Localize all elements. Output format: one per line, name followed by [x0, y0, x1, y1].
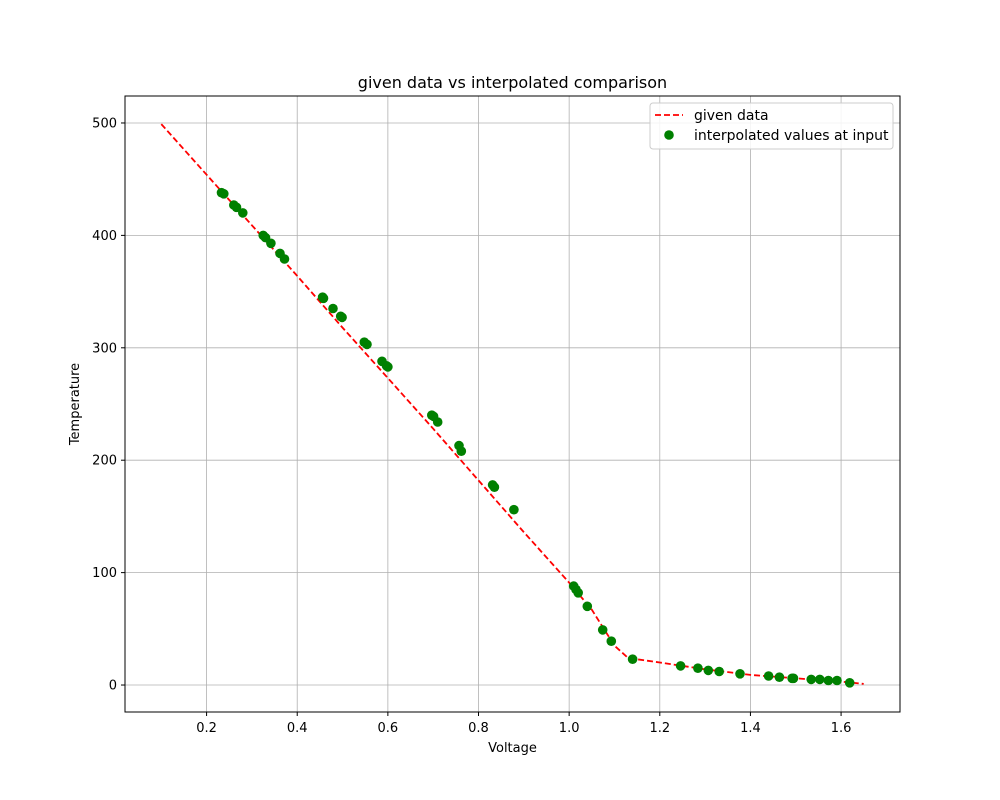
- interpolated-point: [597, 625, 608, 635]
- y-tick-label: 500: [92, 116, 117, 131]
- interpolated-point: [219, 189, 229, 199]
- x-tick-label: 0.6: [378, 721, 399, 736]
- interpolated-point: [362, 339, 372, 350]
- interpolated-point: [489, 482, 500, 493]
- y-tick-label: 400: [92, 229, 117, 244]
- interpolated-point: [806, 674, 816, 685]
- interpolated-point: [693, 663, 703, 673]
- interpolated-point: [279, 254, 290, 264]
- y-tick-label: 300: [92, 341, 117, 356]
- legend-label-interpolated: interpolated values at input: [694, 128, 889, 144]
- interpolated-point: [703, 665, 714, 676]
- interpolated-point: [337, 312, 347, 323]
- interpolated-point: [328, 303, 338, 314]
- legend-box: [649, 102, 894, 150]
- interpolated-point: [823, 675, 834, 686]
- chart-title: given data vs interpolated comparison: [358, 73, 667, 92]
- interpolated-point: [774, 672, 785, 682]
- given-data-line: [160, 123, 864, 685]
- interpolated-point: [238, 208, 248, 218]
- interpolated-point: [509, 504, 519, 515]
- series-layer: [160, 123, 864, 688]
- x-tick-label: 1.0: [559, 721, 580, 736]
- y-tick-label: 100: [92, 566, 117, 581]
- interpolated-point: [735, 669, 745, 679]
- interpolated-point: [815, 674, 825, 685]
- grid-layer: [125, 96, 900, 712]
- interpolated-point: [456, 446, 467, 457]
- x-tick-label: 0.4: [287, 721, 308, 736]
- legend-label-given-data: given data: [694, 108, 769, 124]
- x-tick-label: 1.2: [649, 721, 670, 736]
- interpolated-point: [266, 238, 276, 249]
- tick-layer: 0.2 0.4 0.6 0.8 1.0 1.2 1.4 1.6 0 100 200 300 400 500: [92, 116, 851, 736]
- interpolated-point: [383, 362, 393, 372]
- interpolated-point: [627, 654, 638, 664]
- interpolated-point: [582, 601, 593, 612]
- x-axis-label: Voltage: [488, 741, 537, 756]
- legend: given data interpolated values at input: [649, 102, 894, 150]
- interpolated-point: [231, 202, 242, 213]
- interpolated-point: [832, 675, 842, 686]
- interpolated-point: [573, 588, 583, 598]
- interpolated-point: [432, 417, 443, 427]
- interpolated-point: [606, 636, 617, 646]
- interpolated-point: [763, 671, 774, 681]
- plot-frame: [124, 95, 901, 713]
- x-tick-label: 0.2: [196, 721, 217, 736]
- y-tick-label: 0: [109, 679, 117, 694]
- y-axis-label: Temperature: [68, 363, 83, 446]
- interpolated-point: [788, 673, 799, 684]
- interpolated-point: [844, 678, 855, 688]
- interpolated-point: [714, 666, 724, 677]
- y-tick-label: 200: [92, 454, 117, 469]
- x-tick-label: 1.4: [740, 721, 761, 736]
- legend-marker-sample: [664, 130, 674, 140]
- x-tick-label: 1.6: [831, 721, 852, 736]
- interpolated-point: [318, 293, 329, 304]
- x-tick-label: 0.8: [468, 721, 489, 736]
- interpolated-point: [675, 661, 686, 671]
